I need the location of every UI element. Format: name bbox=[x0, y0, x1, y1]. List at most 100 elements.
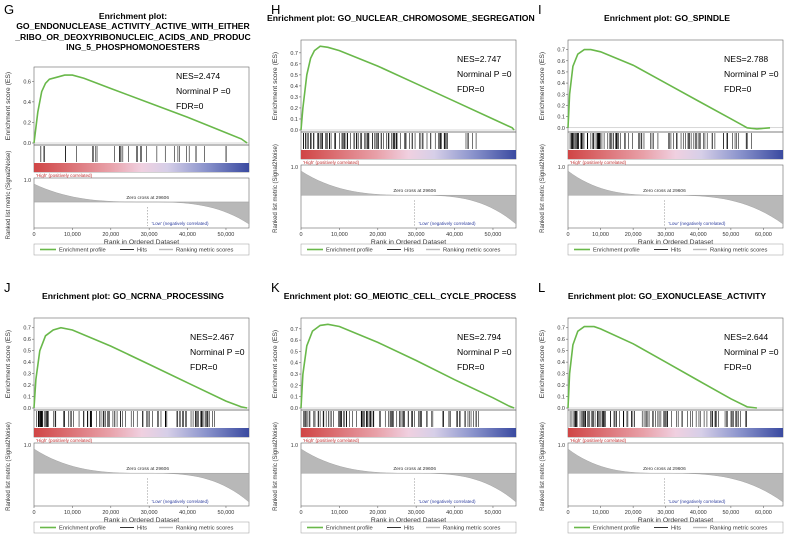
chart-title-line: Enrichment plot: GO_NCRNA_PROCESSING bbox=[42, 291, 224, 301]
positive-correlation-label: 'High' (positively correlated) bbox=[303, 438, 360, 443]
chart-title-line: Enrichment plot: GO_NUCLEAR_CHROMOSOME_S… bbox=[267, 13, 535, 23]
pvalue-stat: Norminal P =0 bbox=[457, 347, 512, 357]
es-ytick-label: 0.6 bbox=[290, 338, 298, 344]
es-ylabel: Enrichment score (ES) bbox=[272, 330, 279, 398]
positive-correlation-label: 'High' (positively correlated) bbox=[36, 173, 93, 178]
rank-ylabel: Ranked list metric (Signal2Noise) bbox=[6, 151, 12, 240]
es-ytick-label: 0.4 bbox=[23, 360, 31, 366]
es-ytick-label: 0.2 bbox=[23, 120, 31, 126]
nes-stat: NES=2.474 bbox=[176, 71, 220, 81]
es-ytick-label: 0.5 bbox=[23, 349, 31, 355]
negative-correlation-label: 'Low' (negatively correlated) bbox=[668, 499, 725, 504]
x-tick-label: 0 bbox=[566, 510, 569, 516]
positive-correlation-label: 'High' (positively correlated) bbox=[303, 160, 360, 165]
enrichment-profile-line bbox=[300, 45, 515, 131]
rank-ytick-label: 1.0 bbox=[558, 165, 565, 171]
x-tick-label: 50,000 bbox=[722, 232, 739, 238]
enrichment-plot: 0.7 0.6 0.5 0.4 0.3 0.2 0.1 0.0 Enrichment score… bbox=[5, 317, 250, 534]
correlation-color-strip bbox=[301, 150, 516, 159]
es-ytick-label: 0.7 bbox=[290, 51, 298, 57]
panel-letter: K bbox=[271, 280, 280, 295]
es-ylabel: Enrichment score (ES) bbox=[5, 72, 12, 140]
gsea-panel-i: I Enrichment plot: GO_SPINDLE 0.7 0.6 0.5 0.4… bbox=[534, 0, 800, 277]
correlation-color-strip bbox=[34, 163, 249, 172]
nes-stat: NES=2.644 bbox=[724, 332, 768, 342]
legend-metric-label: Ranking metric scores bbox=[443, 526, 500, 532]
x-tick-label: 50,000 bbox=[722, 510, 739, 516]
fdr-stat: FDR=0 bbox=[724, 362, 752, 372]
es-ytick-label: 0.6 bbox=[23, 337, 31, 343]
legend-hits-label: Hits bbox=[404, 526, 414, 532]
es-ytick-label: 0.7 bbox=[23, 326, 31, 332]
es-ytick-label: 0.0 bbox=[557, 406, 565, 412]
es-ytick-label: 0.2 bbox=[290, 106, 298, 112]
es-ytick-label: 0.4 bbox=[290, 84, 298, 90]
zero-cross-label: Zero cross at 29606 bbox=[393, 466, 436, 472]
es-ytick-label: 0.0 bbox=[23, 406, 31, 412]
x-tick-label: 10,000 bbox=[331, 232, 348, 238]
x-tick-label: 10,000 bbox=[64, 510, 81, 516]
legend-box bbox=[567, 243, 784, 256]
legend-box bbox=[33, 243, 250, 256]
fdr-stat: FDR=0 bbox=[724, 84, 752, 94]
rank-ylabel: Ranked list metric (Signal2Noise) bbox=[6, 422, 12, 511]
x-tick-label: 10,000 bbox=[331, 510, 348, 516]
legend-profile-label: Enrichment profile bbox=[593, 248, 640, 254]
es-ytick-label: 0.6 bbox=[557, 59, 565, 65]
correlation-color-strip bbox=[34, 428, 249, 437]
x-tick-label: 10,000 bbox=[592, 510, 609, 516]
chart-title-line: Enrichment plot: GO_EXONUCLEASE_ACTIVITY bbox=[567, 291, 767, 301]
x-tick-label: 20,000 bbox=[369, 510, 386, 516]
nes-stat: NES=2.788 bbox=[724, 54, 768, 64]
x-tick-label: 30,000 bbox=[141, 232, 158, 238]
chart-title-line: GO_ENDONUCLEASE_ACTIVITY_ACTIVE_WITH_EIT… bbox=[16, 21, 250, 32]
x-tick-label: 30,000 bbox=[408, 510, 425, 516]
enrichment-profile-line bbox=[567, 325, 757, 409]
ranking-metric-area bbox=[33, 183, 250, 225]
rank-ytick-label: 1.0 bbox=[558, 443, 565, 449]
x-tick-label: 0 bbox=[566, 232, 569, 238]
es-ylabel: Enrichment score (ES) bbox=[272, 52, 279, 120]
nes-stat: NES=2.794 bbox=[457, 332, 501, 342]
x-tick-label: 50,000 bbox=[218, 510, 235, 516]
chart-title-line: ING_5_PHOSPHOMONOESTERS bbox=[66, 42, 200, 53]
legend-metric-label: Ranking metric scores bbox=[710, 248, 767, 254]
es-ytick-label: 0.4 bbox=[290, 361, 298, 367]
legend-metric-label: Ranking metric scores bbox=[443, 248, 500, 254]
es-ytick-label: 0.4 bbox=[557, 81, 565, 87]
x-tick-label: 0 bbox=[32, 232, 35, 238]
es-ytick-label: 0.5 bbox=[557, 349, 565, 355]
legend-metric-label: Ranking metric scores bbox=[710, 526, 767, 532]
x-tick-label: 40,000 bbox=[446, 510, 463, 516]
x-tick-label: 10,000 bbox=[592, 232, 609, 238]
positive-correlation-label: 'High' (positively correlated) bbox=[570, 438, 627, 443]
enrichment-plot: 0.7 0.6 0.5 0.4 0.3 0.2 0.1 0.0 Enrichment score… bbox=[539, 317, 784, 534]
es-ytick-label: 0.3 bbox=[290, 372, 298, 378]
es-ytick-label: 0.7 bbox=[557, 48, 565, 54]
gsea-panel-j: J Enrichment plot: GO_NCRNA_PROCESSING 0.7… bbox=[0, 278, 266, 555]
es-ylabel: Enrichment score (ES) bbox=[539, 52, 546, 120]
x-tick-label: 60,000 bbox=[755, 510, 772, 516]
ranking-metric-area bbox=[33, 448, 250, 503]
chart-title-line: Enrichment plot: GO_SPINDLE bbox=[603, 13, 731, 23]
pvalue-stat: Norminal P =0 bbox=[176, 86, 231, 96]
x-axis-label: Rank in Ordered Dataset bbox=[371, 239, 446, 246]
fdr-stat: FDR=0 bbox=[457, 362, 485, 372]
x-tick-label: 40,000 bbox=[690, 510, 707, 516]
rank-ytick-label: 1.0 bbox=[291, 443, 298, 449]
rank-ylabel: Ranked list metric (Signal2Noise) bbox=[273, 144, 279, 233]
legend-profile-label: Enrichment profile bbox=[326, 526, 373, 532]
es-ytick-label: 0.3 bbox=[557, 372, 565, 378]
x-tick-label: 30,000 bbox=[408, 232, 425, 238]
x-tick-label: 0 bbox=[299, 510, 302, 516]
x-axis-label: Rank in Ordered Dataset bbox=[104, 517, 179, 524]
enrichment-plot: 0.7 0.6 0.5 0.4 0.3 0.2 0.1 0.0 Enrichment score… bbox=[272, 39, 517, 256]
es-ytick-label: 0.0 bbox=[290, 128, 298, 134]
es-ytick-label: 0.0 bbox=[23, 141, 31, 147]
nes-stat: NES=2.467 bbox=[190, 332, 234, 342]
es-ytick-label: 0.4 bbox=[23, 100, 31, 106]
es-ytick-label: 0.3 bbox=[557, 92, 565, 98]
rank-ylabel: Ranked list metric (Signal2Noise) bbox=[540, 422, 546, 511]
legend-hits-label: Hits bbox=[404, 248, 414, 254]
panel-letter: J bbox=[4, 280, 11, 295]
